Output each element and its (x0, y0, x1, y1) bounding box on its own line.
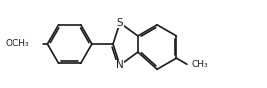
Text: S: S (117, 18, 123, 28)
Text: N: N (116, 60, 124, 70)
Text: OCH₃: OCH₃ (6, 40, 29, 48)
Text: CH₃: CH₃ (191, 60, 208, 69)
